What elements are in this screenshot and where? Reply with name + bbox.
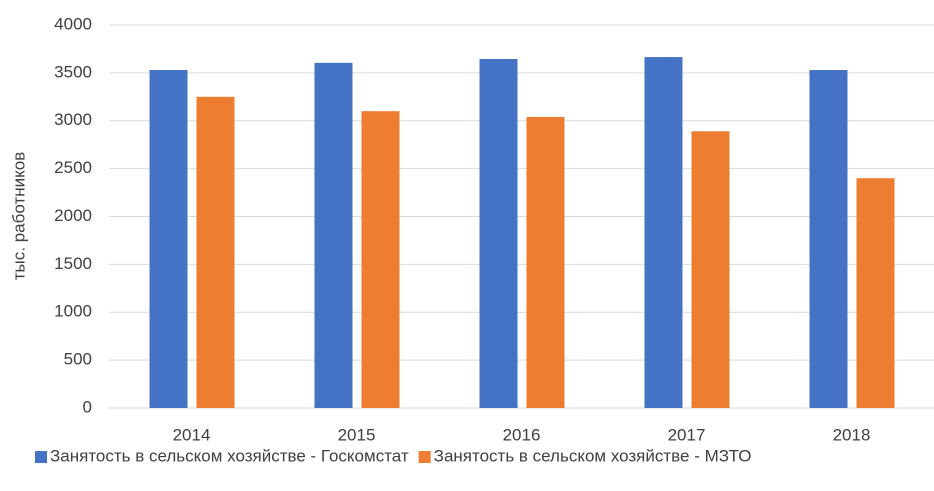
y-tick-label: 2500 <box>54 158 92 177</box>
y-tick-label: 0 <box>83 397 92 416</box>
y-tick-label: 1000 <box>54 302 92 321</box>
bar <box>856 178 895 408</box>
y-tick-label: 3000 <box>54 110 92 129</box>
bar <box>361 111 400 409</box>
y-tick-label: 500 <box>64 350 92 369</box>
x-tick-label: 2014 <box>173 425 211 444</box>
bar <box>644 57 683 409</box>
bar <box>691 131 730 408</box>
bar <box>526 116 565 409</box>
legend-swatch <box>35 451 47 463</box>
bar <box>479 58 518 409</box>
legend-label: Занятость в сельском хозяйстве - Госкомс… <box>50 446 409 465</box>
bar <box>314 62 353 408</box>
y-tick-label: 1500 <box>54 254 92 273</box>
bar <box>149 70 188 408</box>
legend-label: Занятость в сельском хозяйстве - МЗТО <box>434 446 752 465</box>
x-tick-label: 2016 <box>503 425 541 444</box>
x-tick-label: 2018 <box>833 425 871 444</box>
y-tick-label: 3500 <box>54 62 92 81</box>
legend-swatch <box>418 451 431 463</box>
y-tick-label: 2000 <box>54 206 92 225</box>
x-tick-label: 2015 <box>338 425 376 444</box>
y-tick-label: 4000 <box>54 14 92 33</box>
x-tick-label: 2017 <box>668 425 706 444</box>
bar <box>809 70 848 408</box>
y-axis-label: тыс. работников <box>9 152 28 280</box>
bar <box>196 96 235 408</box>
